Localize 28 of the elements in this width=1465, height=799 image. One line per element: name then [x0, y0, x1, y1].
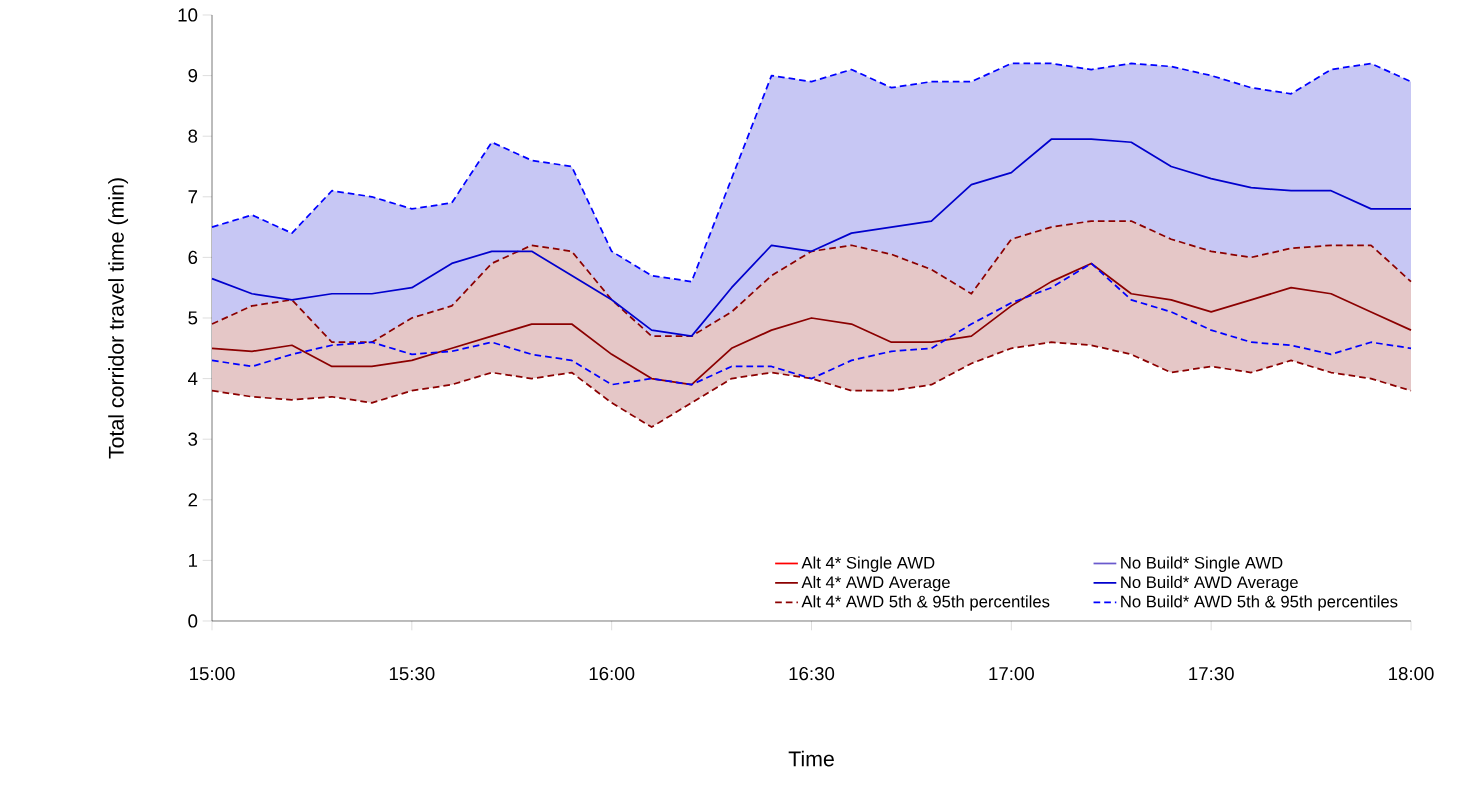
x-tick-label: 15:00: [190, 667, 235, 681]
y-tick-label: 2: [188, 493, 198, 507]
x-tick-label: 17:00: [989, 667, 1034, 681]
x-tick-label: 17:30: [1189, 667, 1234, 681]
legend-label: No Build* AWD 5th & 95th percentiles: [1121, 595, 1398, 611]
y-tick-label: 0: [188, 614, 198, 628]
line-series: [211, 62, 1412, 283]
line-series: [211, 220, 1412, 344]
y-tick-label: 1: [189, 553, 198, 567]
y-tick-label: 4: [188, 372, 198, 386]
legend-label: Alt 4* AWD Average: [801, 575, 950, 592]
y-tick-label: 10: [178, 8, 198, 22]
legend-label: Alt 4* AWD 5th & 95th percentiles: [801, 595, 1050, 611]
y-axis-title: Total corridor travel time (min): [108, 178, 129, 459]
y-tick-label: 6: [188, 250, 198, 264]
legend-label: No Build* AWD Average: [1121, 575, 1298, 592]
x-tick-label: 16:30: [789, 667, 835, 681]
y-tick-label: 3: [188, 432, 198, 446]
legend-label: Alt 4* Single AWD: [801, 556, 935, 572]
y-tick-label: 5: [188, 311, 198, 325]
x-axis-title: Time: [788, 750, 834, 767]
x-tick-label: 15:30: [389, 667, 435, 681]
y-tick-label: 7: [188, 190, 198, 204]
y-tick-label: 8: [188, 129, 198, 143]
x-tick-label: 18:00: [1389, 667, 1434, 681]
x-tick-label: 16:00: [589, 667, 635, 681]
legend-label: No Build* Single AWD: [1121, 556, 1283, 572]
y-tick-label: 9: [188, 68, 198, 83]
